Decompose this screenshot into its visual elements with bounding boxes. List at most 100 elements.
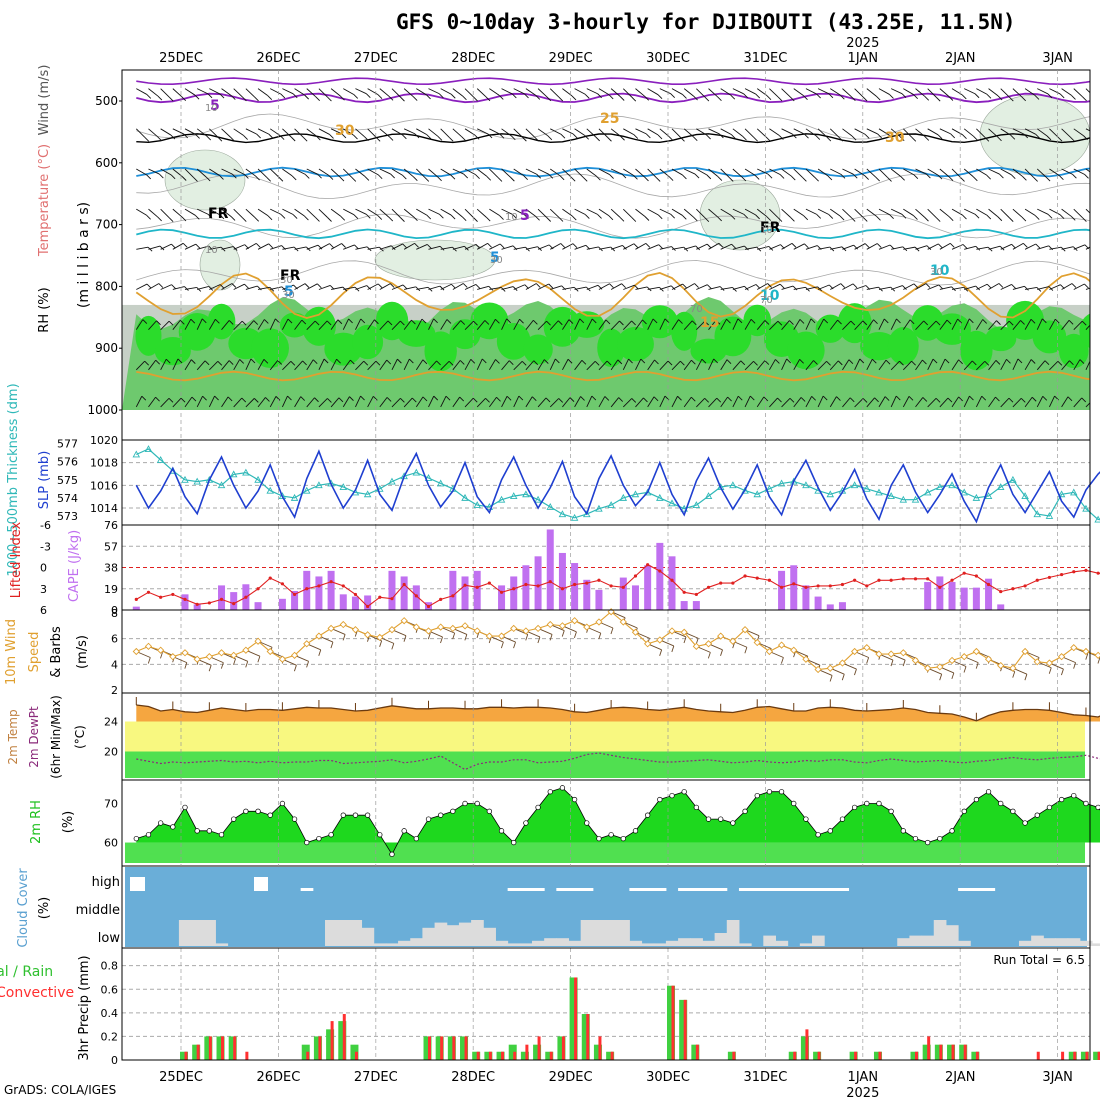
t2-axis-label-1: 2m Temp: [6, 709, 20, 764]
wind-barb: [708, 358, 715, 371]
rh-bright-blob: [714, 316, 752, 357]
rh2m-point: [364, 812, 371, 818]
rh-bright-blob: [470, 302, 509, 340]
wind-barb: [659, 285, 672, 290]
lifted-index-point: [317, 584, 321, 588]
wind-barb-flag: [207, 213, 213, 219]
wind-barb-flag: [301, 319, 307, 325]
wind-barb-flag: [986, 283, 992, 289]
thickness-point: [729, 481, 737, 489]
wind-barb: [1073, 128, 1084, 137]
wind-barb: [282, 168, 293, 177]
wind-barb-flag: [946, 319, 952, 325]
wind-barb: [306, 168, 318, 175]
wind-barb: [233, 320, 243, 330]
wind-barb: [196, 168, 207, 178]
rh2m-point: [925, 839, 931, 846]
t2-tick-label: 20: [104, 746, 118, 759]
rh2m-point: [413, 835, 419, 842]
chart-title: GFS 0~10day 3-hourly for DJIBOUTI (43.25…: [396, 10, 1016, 34]
wind-barb-flag: [446, 319, 452, 324]
cloud-unit-label: (%): [37, 897, 52, 920]
wind-barb: [854, 243, 866, 250]
wind-barb: [549, 168, 561, 177]
wind-barb-flag: [678, 319, 683, 324]
rh-bright-blob: [616, 326, 654, 362]
wind-speed-point: [449, 624, 457, 633]
wind-barb: [793, 359, 801, 371]
wind-barb: [184, 359, 192, 371]
wind-barb-flag: [896, 318, 901, 324]
wind-barb: [1000, 243, 1012, 250]
wind-barb: [927, 398, 937, 408]
wind-barb: [428, 395, 435, 408]
wind-barb: [805, 360, 814, 371]
cloud-low-bar: [1067, 938, 1081, 946]
wind-barb-flag: [777, 217, 783, 222]
wind-barb-flag: [326, 320, 332, 326]
wind-barb: [160, 397, 170, 408]
wind-barb-flag: [1030, 359, 1036, 364]
wind-barb-flag: [181, 96, 187, 102]
wind-speed-point: [595, 618, 603, 626]
wind-speed-point: [497, 632, 506, 640]
wind-barb: [647, 286, 660, 290]
wind-barb-flag: [924, 96, 930, 101]
wind-barb: [708, 168, 719, 177]
thickness-point: [826, 490, 835, 498]
lifted-index-point: [609, 584, 613, 588]
pressure-axis-label: (m i l l i b a r s): [76, 202, 92, 308]
wind-barb: [513, 168, 524, 177]
pr-frame: [121, 947, 1091, 1061]
wind-barb-flag: [400, 96, 405, 102]
wind-barb-flag: [411, 319, 416, 325]
wind-barb: [489, 128, 501, 135]
wind-speed-point: [814, 665, 822, 674]
wind-barb-flag: [567, 358, 573, 364]
wind-barb-flag: [401, 174, 407, 180]
wind-barb: [440, 128, 450, 138]
cloud-low-bar: [1079, 940, 1093, 946]
wind-barb-flag: [364, 176, 370, 181]
wind-barb-flag: [1020, 320, 1025, 325]
wind-barb: [574, 168, 584, 178]
precip-axis-label: 3hr Precip (mm): [77, 955, 92, 1060]
wind-barb-flag: [473, 217, 478, 222]
lifted-index-point: [305, 587, 309, 591]
surface-wind-barb-flag: [939, 674, 943, 681]
thickness-point: [144, 445, 153, 452]
wind-barb-flag: [731, 243, 736, 249]
rh2m-point: [876, 800, 882, 807]
cloud-low-bar: [933, 920, 947, 946]
cloud-low-bar: [191, 920, 204, 946]
cloud-low-bar: [507, 943, 521, 946]
wind-barb-flag: [470, 358, 476, 364]
wind-barb-flag: [558, 217, 564, 222]
cape-bar: [595, 589, 603, 610]
wind-barb-flag: [569, 397, 575, 402]
wind-barb-flag: [677, 395, 682, 401]
wind-barb-flag: [350, 359, 355, 365]
rh-contour-label: 70: [760, 295, 773, 306]
wind-speed-point: [1057, 652, 1066, 661]
surface-wind-barb-flag: [829, 675, 833, 682]
rh2m-point: [681, 789, 687, 795]
wind-barb: [501, 286, 514, 290]
wind-barb-flag: [191, 396, 197, 402]
wind-barb: [598, 360, 608, 371]
lifted-index-point: [828, 584, 832, 588]
wind-barb: [976, 208, 988, 216]
pressure-tick-label: 600: [95, 156, 118, 170]
wind-barb: [367, 319, 375, 330]
wind-barb-flag: [177, 358, 183, 364]
wind-barb-flag: [329, 134, 334, 139]
wind-barb-flag: [958, 396, 963, 402]
wind-barb-flag: [799, 359, 804, 364]
wind-barb-flag: [864, 175, 869, 180]
precip-convective-bar: [671, 985, 675, 1060]
wind-barb-flag: [508, 360, 514, 365]
rh2m-point: [328, 832, 334, 838]
wind-barb-flag: [302, 136, 308, 142]
wind-barb: [1061, 360, 1070, 371]
wind-barb: [915, 283, 927, 290]
